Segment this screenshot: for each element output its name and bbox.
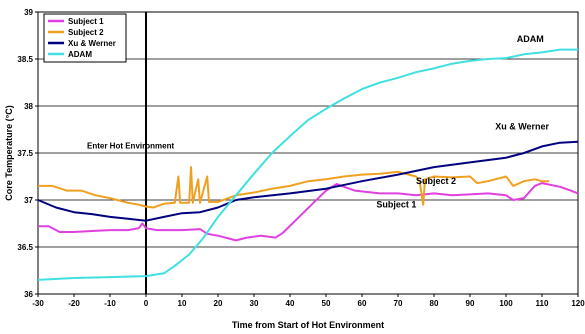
y-tick-label: 38	[24, 102, 33, 111]
x-tick-label: 20	[214, 299, 223, 308]
annotation-adam: ADAM	[517, 34, 544, 44]
x-tick-label: 30	[250, 299, 259, 308]
series-lines	[37, 48, 579, 281]
legend: Subject 1 Subject 2 Xu & Werner ADAM	[43, 13, 127, 63]
x-tick-label: -30	[32, 299, 44, 308]
y-tick-label: 37.5	[17, 149, 33, 158]
series-line-subject-2	[38, 166, 550, 209]
series-line-adam	[37, 48, 578, 281]
enter-hot-environment-label: Enter Hot Environment	[87, 141, 174, 150]
x-tick-label: -20	[68, 299, 80, 308]
legend-label-xu-and-werner: Xu & Werner	[68, 39, 116, 48]
series-line-subject-1	[38, 182, 579, 242]
annotation-xu-and-werner: Xu & Werner	[495, 122, 549, 132]
y-axis-ticks: 36 36.5 37 37.5 38 38.5 39	[17, 8, 38, 299]
x-tick-label: 10	[178, 299, 187, 308]
x-tick-label: -10	[104, 299, 116, 308]
legend-label-subject-1: Subject 1	[68, 17, 104, 26]
annotation-subject-1: Subject 1	[376, 200, 416, 210]
legend-label-adam: ADAM	[68, 50, 92, 59]
x-tick-label: 40	[286, 299, 295, 308]
series-annotations: ADAM Xu & Werner Subject 2 Subject 1	[376, 34, 549, 209]
x-tick-label: 110	[536, 299, 549, 308]
y-tick-label: 36.5	[17, 243, 33, 252]
x-axis-ticks: -30 -20 -10 0 10 20 30 40 50 60 70 80 90 100 110 120	[32, 294, 585, 308]
x-axis-title: Time from Start of Hot Environment	[232, 320, 384, 330]
y-axis-title: Core Temperature (°C)	[4, 105, 14, 200]
x-tick-label: 50	[322, 299, 331, 308]
y-tick-label: 37	[24, 196, 33, 205]
x-tick-label: 100	[499, 299, 513, 308]
y-tick-label: 38.5	[17, 55, 33, 64]
annotation-subject-2: Subject 2	[416, 176, 456, 186]
x-tick-label: 90	[466, 299, 475, 308]
y-tick-label: 39	[24, 8, 33, 17]
x-tick-label: 60	[358, 299, 367, 308]
x-tick-label: 70	[394, 299, 403, 308]
y-tick-label: 36	[24, 290, 33, 299]
legend-label-subject-2: Subject 2	[68, 28, 104, 37]
x-tick-label: 120	[571, 299, 585, 308]
x-tick-label: 80	[430, 299, 439, 308]
series-line-xu-and-werner	[37, 140, 579, 222]
x-tick-label: 0	[144, 299, 149, 308]
